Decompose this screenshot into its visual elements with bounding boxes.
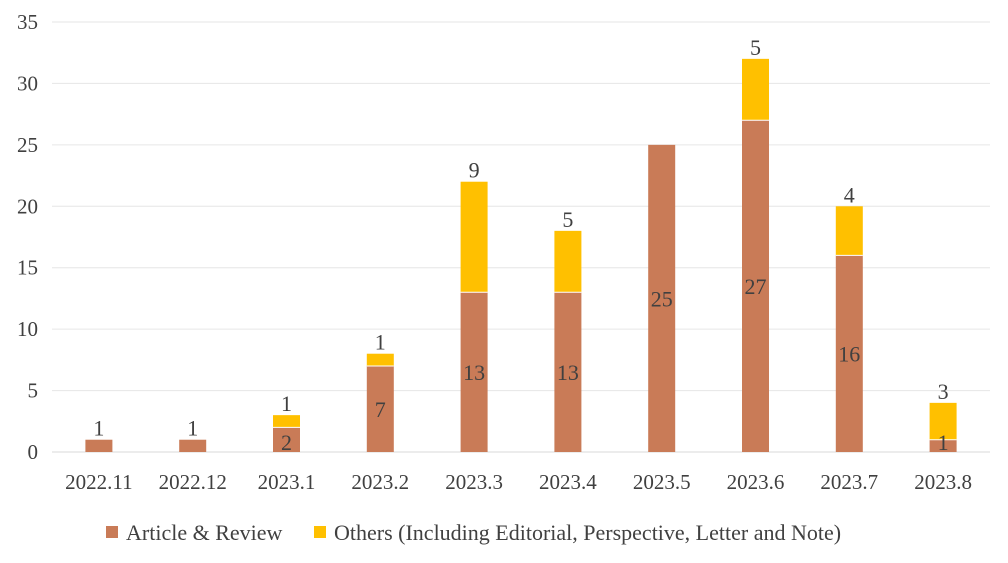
data-label-others: 1 <box>375 330 386 355</box>
x-axis-ticks: 2022.11 2022.12 2023.1 2023.2 2023.3 2023.4 20… <box>65 470 972 494</box>
data-label-article-review: 25 <box>651 286 673 311</box>
data-label-article-review: 7 <box>375 397 386 422</box>
x-tick-label: 2023.3 <box>445 470 503 494</box>
legend: Article & Review Others (Including Editor… <box>106 520 841 545</box>
x-tick-label: 2022.11 <box>65 470 132 494</box>
legend-label-others: Others (Including Editorial, Perspective… <box>334 520 841 545</box>
x-tick-label: 2023.5 <box>633 470 691 494</box>
y-tick-label: 0 <box>28 440 39 464</box>
y-tick-label: 5 <box>28 379 39 403</box>
y-tick-label: 30 <box>17 71 38 95</box>
bars <box>85 58 957 453</box>
y-tick-label: 15 <box>17 256 38 280</box>
data-label-article-review: 13 <box>557 360 579 385</box>
data-label-others: 1 <box>281 391 292 416</box>
data-label-others: 9 <box>469 158 480 183</box>
x-tick-label: 2023.4 <box>539 470 597 494</box>
y-tick-label: 10 <box>17 317 38 341</box>
data-label-others: 4 <box>844 182 855 207</box>
bar-article-review <box>648 144 676 452</box>
legend-label-article-review: Article & Review <box>126 520 283 545</box>
x-tick-label: 2023.6 <box>727 470 785 494</box>
bar-article-review <box>835 255 863 452</box>
data-label-article-review: 1 <box>187 416 198 441</box>
bar-article-review <box>554 292 582 452</box>
x-tick-label: 2023.7 <box>820 470 878 494</box>
x-tick-label: 2023.1 <box>258 470 316 494</box>
legend-swatch-article-review <box>106 526 118 538</box>
gridlines <box>52 21 990 453</box>
data-label-article-review: 1 <box>93 416 104 441</box>
y-tick-label: 25 <box>17 133 38 157</box>
data-label-article-review: 16 <box>838 342 860 367</box>
bar-article-review <box>179 439 207 452</box>
legend-swatch-others <box>314 526 326 538</box>
data-label-article-review: 1 <box>938 430 949 455</box>
data-label-article-review: 13 <box>463 360 485 385</box>
bar-others <box>366 353 394 366</box>
y-tick-label: 35 <box>17 10 38 34</box>
bar-others <box>929 402 957 440</box>
data-label-others: 5 <box>562 207 573 232</box>
x-tick-label: 2023.2 <box>351 470 409 494</box>
bar-others <box>460 181 488 293</box>
data-label-others: 5 <box>750 35 761 60</box>
bar-others <box>554 230 582 293</box>
bar-others <box>835 206 863 256</box>
y-tick-label: 20 <box>17 194 38 218</box>
bar-article-review <box>273 427 300 452</box>
bar-others <box>273 415 300 428</box>
bar-article-review <box>929 439 957 452</box>
x-tick-label: 2023.8 <box>914 470 972 494</box>
bar-article-review <box>85 439 113 452</box>
bar-article-review <box>742 120 769 453</box>
data-label-article-review: 27 <box>745 274 767 299</box>
data-label-article-review: 2 <box>281 430 292 455</box>
bar-article-review <box>460 292 488 452</box>
x-tick-label: 2022.12 <box>159 470 227 494</box>
bar-article-review <box>366 366 394 452</box>
bar-others <box>742 58 769 121</box>
data-label-others: 3 <box>938 379 949 404</box>
y-axis-ticks: 0 5 10 15 20 25 30 35 <box>17 10 38 464</box>
